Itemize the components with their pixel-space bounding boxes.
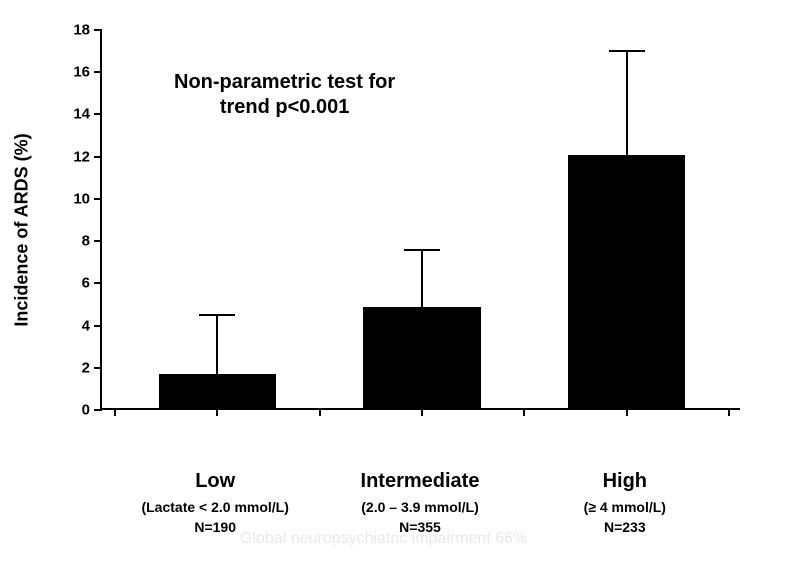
bar (159, 374, 276, 408)
y-tick-label: 16 (73, 64, 90, 81)
plot-area: Non-parametric test for trend p<0.001 02… (100, 30, 740, 410)
y-tick (94, 240, 102, 242)
y-tick (94, 198, 102, 200)
y-tick (94, 325, 102, 327)
bar (363, 307, 480, 408)
category-label-line1: Low (141, 470, 288, 493)
category-label: Low (Lactate < 2.0 mmol/L) N=190 (141, 470, 288, 535)
y-tick-label: 0 (82, 402, 90, 419)
error-cap (404, 249, 440, 251)
x-tick (626, 408, 628, 416)
y-tick-label: 10 (73, 190, 90, 207)
x-tick (216, 408, 218, 416)
error-cap (199, 314, 235, 316)
bar (568, 155, 685, 408)
error-bar (216, 315, 218, 376)
error-bar (626, 51, 628, 157)
category-label: Intermediate (2.0 – 3.9 mmol/L) N=355 (361, 470, 480, 535)
error-cap (609, 50, 645, 52)
y-tick (94, 29, 102, 31)
trend-annotation-line2: trend p<0.001 (174, 95, 395, 120)
y-tick (94, 71, 102, 73)
x-tick (728, 408, 730, 416)
y-tick-label: 8 (82, 233, 90, 250)
y-tick (94, 282, 102, 284)
category-label-line3: N=233 (584, 519, 666, 535)
y-tick-label: 14 (73, 106, 90, 123)
trend-annotation: Non-parametric test for trend p<0.001 (174, 70, 395, 120)
category-label-line1: High (584, 470, 666, 493)
error-bar (421, 250, 423, 309)
chart-container: Incidence of ARDS (%) Non-parametric tes… (60, 20, 760, 440)
category-label-line3: N=190 (141, 519, 288, 535)
trend-annotation-line1: Non-parametric test for (174, 70, 395, 95)
category-label-line2: (Lactate < 2.0 mmol/L) (141, 499, 288, 515)
category-label-line1: Intermediate (361, 470, 480, 493)
category-label-line2: (2.0 – 3.9 mmol/L) (361, 499, 480, 515)
x-tick (114, 408, 116, 416)
category-label: High (≥ 4 mmol/L) N=233 (584, 470, 666, 535)
category-label-line2: (≥ 4 mmol/L) (584, 499, 666, 515)
y-tick (94, 367, 102, 369)
y-tick-label: 4 (82, 317, 90, 334)
y-tick-label: 12 (73, 148, 90, 165)
y-tick (94, 113, 102, 115)
y-tick-label: 18 (73, 22, 90, 39)
x-tick (421, 408, 423, 416)
y-tick (94, 156, 102, 158)
y-axis-label: Incidence of ARDS (%) (12, 133, 33, 326)
x-tick (319, 408, 321, 416)
x-tick (523, 408, 525, 416)
y-tick-label: 2 (82, 359, 90, 376)
category-label-line3: N=355 (361, 519, 480, 535)
y-tick (94, 409, 102, 411)
y-tick-label: 6 (82, 275, 90, 292)
